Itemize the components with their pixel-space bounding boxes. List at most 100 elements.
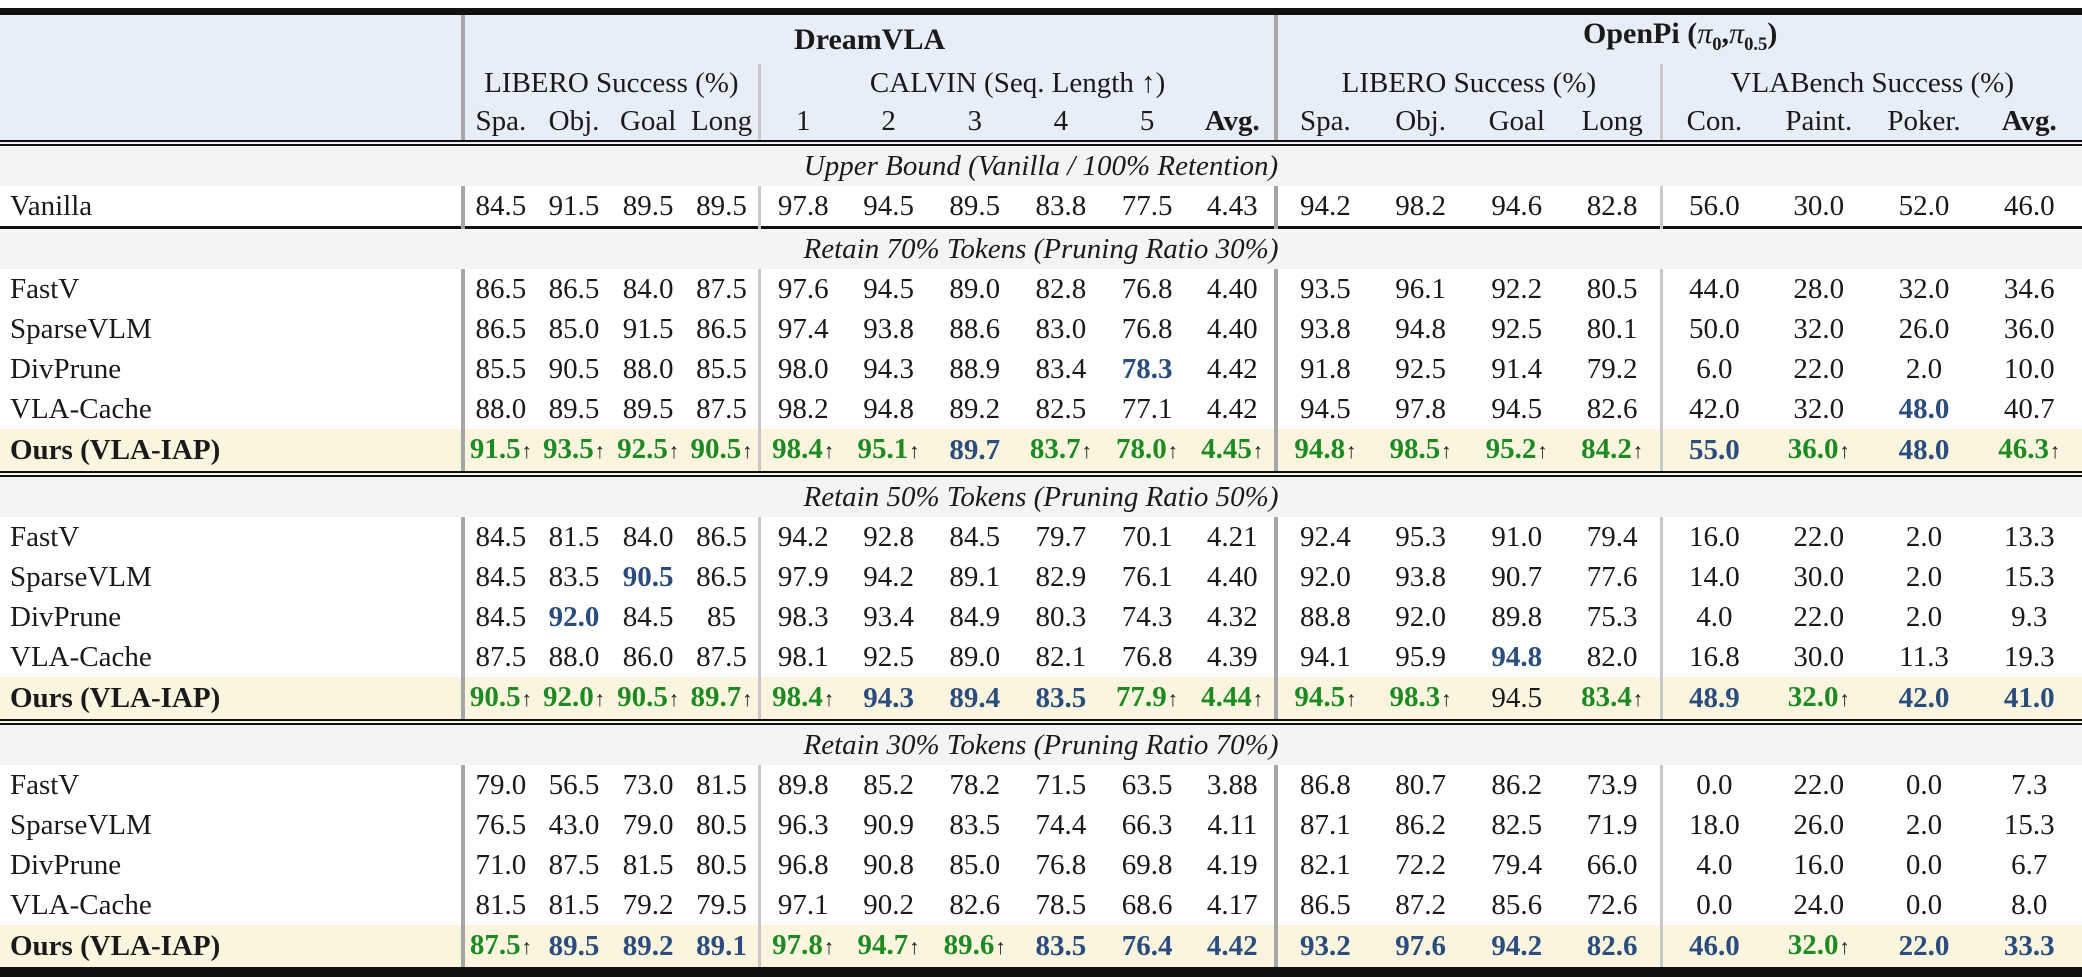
data-cell: 79.2 — [1564, 349, 1663, 389]
cell-value: 4.32 — [1206, 601, 1258, 633]
cell-value: 89.2 — [949, 393, 1001, 425]
data-cell: 84.5 — [463, 186, 537, 228]
data-cell: 96.3 — [759, 805, 845, 845]
data-cell: 43.0 — [537, 805, 611, 845]
cell-value: 86.5 — [475, 313, 527, 345]
cell-value: 66.0 — [1586, 849, 1638, 881]
cell-value: 92.2 — [1491, 273, 1543, 305]
up-arrow-icon: ↑ — [909, 439, 920, 463]
cell-value: 34.6 — [2003, 273, 2055, 305]
data-cell: 74.3 — [1104, 597, 1190, 637]
cell-value: 86.5 — [696, 313, 747, 345]
data-cell: 89.5 — [932, 186, 1018, 228]
data-cell: 89.7↑ — [685, 677, 761, 722]
data-cell: 78.5 — [1018, 885, 1104, 925]
data-cell: 19.3 — [1977, 637, 2082, 677]
cell-value: 90.5 — [690, 433, 742, 465]
cell-value: 41.0 — [2003, 682, 2055, 714]
row-label: VLA-Cache — [0, 885, 465, 925]
subheader-libero-openpi: LIBERO Success (%) — [1276, 64, 1663, 102]
cell-value: 77.9 — [1115, 681, 1167, 713]
data-cell: 93.4 — [846, 597, 932, 637]
cell-value: 79.0 — [475, 769, 527, 801]
data-cell: 80.5 — [1564, 269, 1663, 309]
data-cell: 98.5↑ — [1372, 429, 1469, 474]
data-cell: 94.2 — [1468, 925, 1565, 972]
data-cell: 83.4 — [1018, 349, 1104, 389]
data-cell: 89.5 — [537, 389, 611, 429]
data-cell: 4.0 — [1661, 597, 1766, 637]
cell-value: 24.0 — [1793, 889, 1845, 921]
data-cell: 78.3 — [1104, 349, 1190, 389]
data-cell: 91.5↑ — [462, 429, 537, 474]
table-row: VLA-Cache 88.0 89.5 89.5 87.5 98.2 94.8 89.2 82.… — [0, 389, 2082, 429]
cell-value: 88.0 — [622, 353, 674, 385]
data-cell: 90.9 — [846, 805, 932, 845]
cell-value: 32.0 — [1793, 393, 1845, 425]
cell-value: 86.2 — [1395, 809, 1446, 841]
data-cell: 89.8 — [759, 765, 845, 805]
data-cell: 4.0 — [1661, 845, 1766, 885]
data-cell: 75.3 — [1564, 597, 1663, 637]
cell-value: 83.5 — [1035, 682, 1087, 714]
data-cell: 90.7 — [1469, 557, 1565, 597]
column-header: Obj. — [536, 102, 612, 143]
cell-value: 97.8 — [1395, 393, 1446, 425]
cell-value: 95.2 — [1485, 433, 1537, 465]
cell-value: 88.0 — [475, 393, 527, 425]
cell-value: 86.5 — [1300, 889, 1351, 921]
data-cell: 68.6 — [1104, 885, 1190, 925]
data-cell: 90.5↑ — [462, 677, 537, 722]
cell-value: 33.3 — [2003, 930, 2055, 962]
up-arrow-icon: ↑ — [1839, 439, 1850, 463]
cell-value: 93.8 — [1395, 561, 1446, 593]
cell-value: 84.5 — [622, 601, 674, 633]
column-header: Long — [685, 102, 761, 143]
cell-value: 85.0 — [548, 313, 600, 345]
cell-value: 84.5 — [475, 521, 527, 553]
data-cell: 96.1 — [1373, 269, 1469, 309]
cell-value: 89.7 — [949, 434, 1001, 466]
up-arrow-icon: ↑ — [1252, 687, 1264, 711]
cell-value: 76.5 — [475, 809, 527, 841]
data-cell: 73.0 — [611, 765, 685, 805]
data-cell: 94.5 — [1276, 389, 1372, 429]
data-cell: 76.8 — [1018, 845, 1104, 885]
cell-value: 0.0 — [1696, 889, 1733, 921]
row-label: FastV — [0, 765, 465, 805]
cell-value: 4.42 — [1206, 353, 1258, 385]
data-cell: 8.0 — [1977, 885, 2082, 925]
cell-value: 97.4 — [777, 313, 829, 345]
data-cell: 89.6↑ — [931, 925, 1018, 972]
cell-value: 46.0 — [2003, 190, 2055, 222]
cell-value: 78.3 — [1121, 353, 1173, 385]
data-cell: 98.3 — [759, 597, 845, 637]
data-cell: 4.44↑ — [1190, 677, 1279, 722]
column-header: Obj. — [1372, 102, 1469, 143]
data-cell: 2.0 — [1871, 597, 1976, 637]
cell-value: 46.3 — [1998, 433, 2049, 465]
data-cell: 18.0 — [1661, 805, 1766, 845]
data-cell: 63.5 — [1104, 765, 1190, 805]
data-cell: 22.0 — [1766, 349, 1871, 389]
up-arrow-icon: ↑ — [1839, 687, 1850, 711]
cell-value: 91.5 — [469, 433, 521, 465]
column-header: Paint. — [1766, 102, 1872, 143]
cell-value: 76.8 — [1121, 273, 1173, 305]
cell-value: 26.0 — [1793, 809, 1845, 841]
table-header: DreamVLA OpenPi (π0,π0.5) LIBERO Success… — [0, 11, 2082, 143]
data-cell: 79.0 — [463, 765, 537, 805]
up-arrow-icon: ↑ — [823, 439, 835, 463]
cell-value: 73.9 — [1586, 769, 1638, 801]
data-cell: 85.0 — [932, 845, 1018, 885]
data-cell: 7.3 — [1977, 765, 2082, 805]
data-cell: 93.8 — [846, 309, 932, 349]
cell-value: 85 — [707, 601, 737, 633]
data-cell: 81.5 — [611, 845, 685, 885]
cell-value: 2.0 — [1905, 521, 1943, 553]
cell-value: 92.4 — [1300, 521, 1351, 553]
cell-value: 85.0 — [949, 849, 1001, 881]
data-cell: 93.2 — [1276, 925, 1373, 972]
data-cell: 98.2 — [759, 389, 845, 429]
data-cell: 86.5 — [463, 309, 537, 349]
